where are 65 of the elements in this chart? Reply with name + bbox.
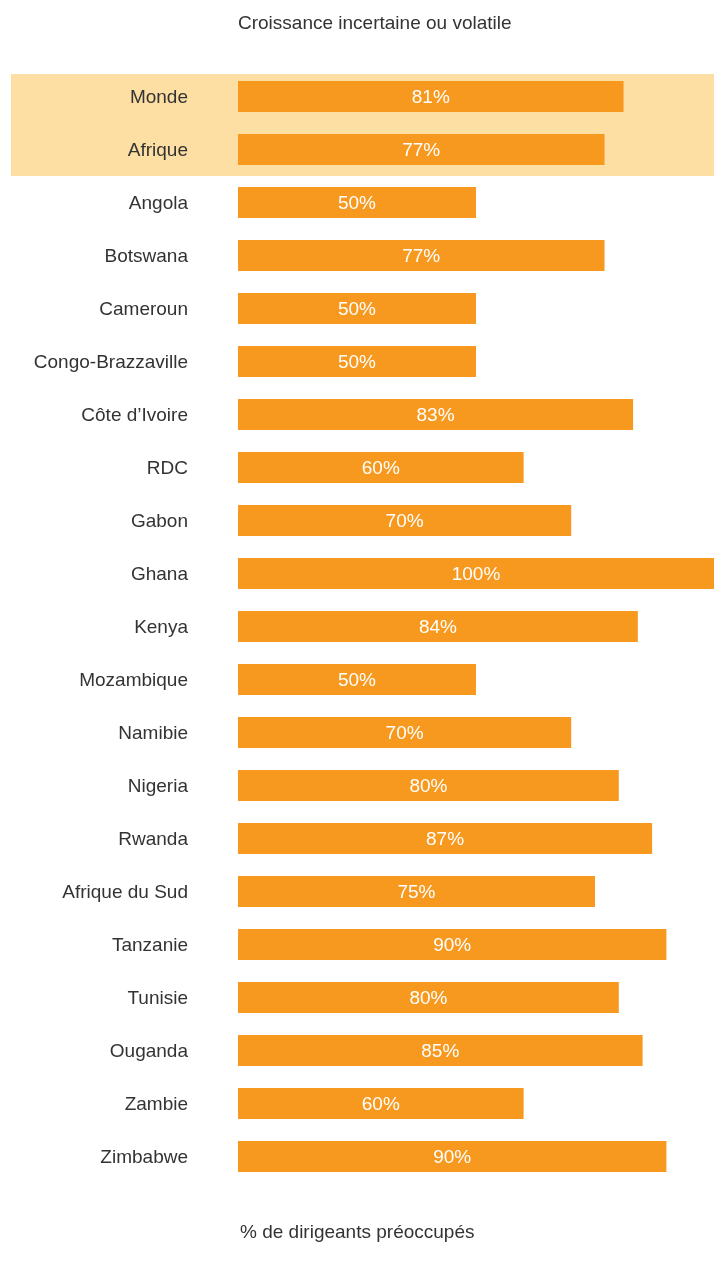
- bar: [238, 823, 653, 854]
- bar: [238, 982, 619, 1013]
- y-tick-label: Afrique: [127, 139, 188, 161]
- data-label: 85%: [421, 1040, 460, 1062]
- y-tick-label: Ouganda: [109, 1040, 189, 1062]
- data-label: 84%: [418, 616, 458, 638]
- bar: [238, 240, 605, 271]
- bar: [238, 1141, 667, 1172]
- y-tick-label: Angola: [128, 192, 189, 214]
- y-tick-label: Afrique du Sud: [62, 881, 188, 903]
- data-label: 50%: [337, 298, 377, 320]
- data-label: 87%: [426, 828, 465, 850]
- y-tick-label: Botswana: [104, 245, 189, 267]
- y-tick-label: Cameroun: [99, 298, 188, 320]
- bar: [238, 876, 595, 907]
- bar: [238, 1035, 643, 1066]
- y-tick-label: Namibie: [118, 722, 188, 744]
- data-label: 77%: [402, 139, 441, 161]
- bar: [238, 717, 572, 748]
- data-label: 80%: [409, 987, 448, 1009]
- bar: [238, 770, 619, 801]
- bar: [238, 134, 605, 165]
- y-tick-label: Congo-Brazzaville: [33, 351, 188, 373]
- data-label: 90%: [433, 934, 472, 956]
- data-label: 90%: [433, 1146, 472, 1168]
- data-label: 50%: [337, 351, 377, 373]
- data-label: 60%: [361, 1093, 400, 1115]
- data-label: 70%: [385, 722, 424, 744]
- data-label: 100%: [451, 563, 501, 585]
- y-tick-label: Gabon: [130, 510, 188, 532]
- data-label: 50%: [337, 669, 377, 691]
- y-tick-label: Zambie: [124, 1093, 188, 1115]
- bar: [238, 346, 476, 377]
- chart-title: Croissance incertaine ou volatile: [238, 12, 512, 34]
- data-label: 77%: [402, 245, 441, 267]
- y-tick-label: Nigeria: [127, 775, 189, 797]
- bar: [238, 81, 624, 112]
- bar: [238, 558, 714, 589]
- data-label: 50%: [337, 192, 377, 214]
- bar: [238, 611, 638, 642]
- bar: [238, 293, 476, 324]
- y-tick-label: Rwanda: [118, 828, 189, 850]
- y-tick-label: Monde: [129, 86, 188, 108]
- x-axis-title: % de dirigeants préoccupés: [240, 1221, 475, 1243]
- data-label: 75%: [397, 881, 436, 903]
- y-tick-label: Kenya: [134, 616, 189, 638]
- data-label: 80%: [409, 775, 448, 797]
- bar: [238, 664, 476, 695]
- bar: [238, 187, 476, 218]
- y-tick-label: Côte d’Ivoire: [81, 404, 188, 426]
- data-label: 60%: [361, 457, 400, 479]
- y-tick-label: Zimbabwe: [100, 1146, 188, 1168]
- bar: [238, 452, 524, 483]
- y-tick-label: RDC: [146, 457, 188, 479]
- bar: [238, 1088, 524, 1119]
- y-tick-label: Ghana: [130, 563, 189, 585]
- data-label: 83%: [416, 404, 455, 426]
- data-label: 81%: [411, 86, 450, 108]
- y-tick-label: Tanzanie: [111, 934, 188, 956]
- bar: [238, 505, 572, 536]
- data-label: 70%: [385, 510, 424, 532]
- y-tick-label: Tunisie: [127, 987, 188, 1009]
- bar: [238, 929, 667, 960]
- y-tick-label: Mozambique: [79, 669, 188, 691]
- bar: [238, 399, 634, 430]
